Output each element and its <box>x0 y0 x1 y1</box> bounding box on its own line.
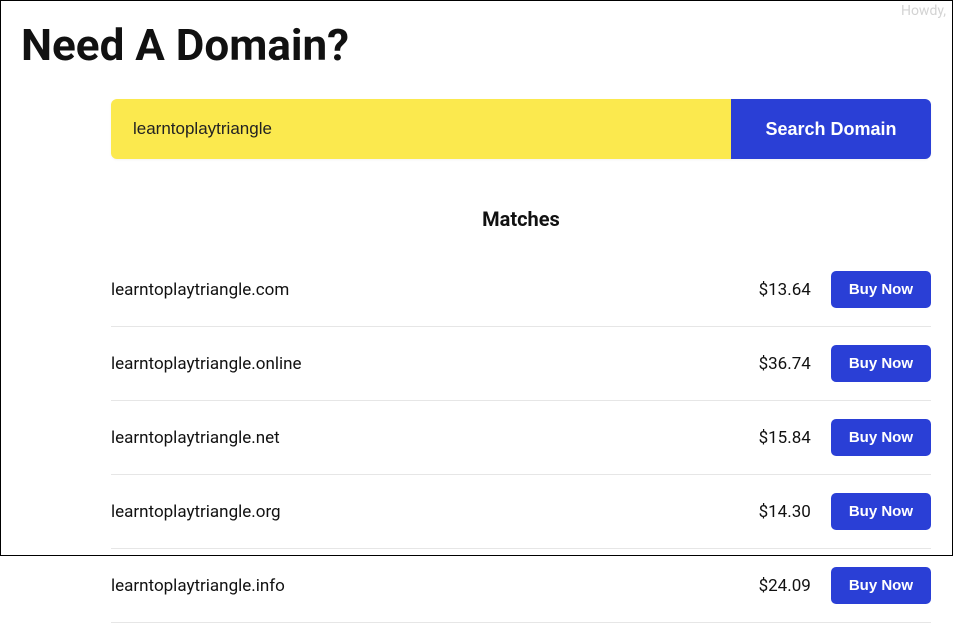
domain-price: $13.64 <box>741 280 811 300</box>
result-row: learntoplaytriangle.online$36.74 Buy Now <box>111 327 931 401</box>
buy-now-button[interactable]: Buy Now <box>831 271 931 308</box>
result-row: learntoplaytriangle.net$15.84 Buy Now <box>111 401 931 475</box>
result-row: learntoplaytriangle.info$24.09 Buy Now <box>111 549 931 623</box>
buy-now-button[interactable]: Buy Now <box>831 419 931 456</box>
matches-heading: Matches <box>111 207 931 231</box>
domain-price: $14.30 <box>741 502 811 522</box>
result-row: learntoplaytriangle.com$13.64 Buy Now <box>111 271 931 327</box>
search-row: Search Domain <box>111 99 931 159</box>
domain-price: $36.74 <box>741 354 811 374</box>
buy-now-button[interactable]: Buy Now <box>831 567 931 604</box>
buy-now-button[interactable]: Buy Now <box>831 493 931 530</box>
main-container: Search Domain Matches learntoplaytriangl… <box>111 99 931 623</box>
domain-price: $24.09 <box>741 576 811 596</box>
result-row: learntoplaytriangle.org$14.30 Buy Now <box>111 475 931 549</box>
buy-now-button[interactable]: Buy Now <box>831 345 931 382</box>
domain-name: learntoplaytriangle.com <box>111 280 741 300</box>
domain-search-input[interactable] <box>111 99 731 159</box>
results-list: learntoplaytriangle.com$13.64Buy Nowlear… <box>111 271 931 623</box>
domain-name: learntoplaytriangle.info <box>111 576 741 596</box>
domain-name: learntoplaytriangle.net <box>111 428 741 448</box>
domain-name: learntoplaytriangle.online <box>111 354 741 374</box>
search-domain-button[interactable]: Search Domain <box>731 99 931 159</box>
domain-name: learntoplaytriangle.org <box>111 502 741 522</box>
domain-price: $15.84 <box>741 428 811 448</box>
page-title: Need A Domain? <box>21 19 952 71</box>
greeting-text: Howdy, <box>901 3 946 19</box>
